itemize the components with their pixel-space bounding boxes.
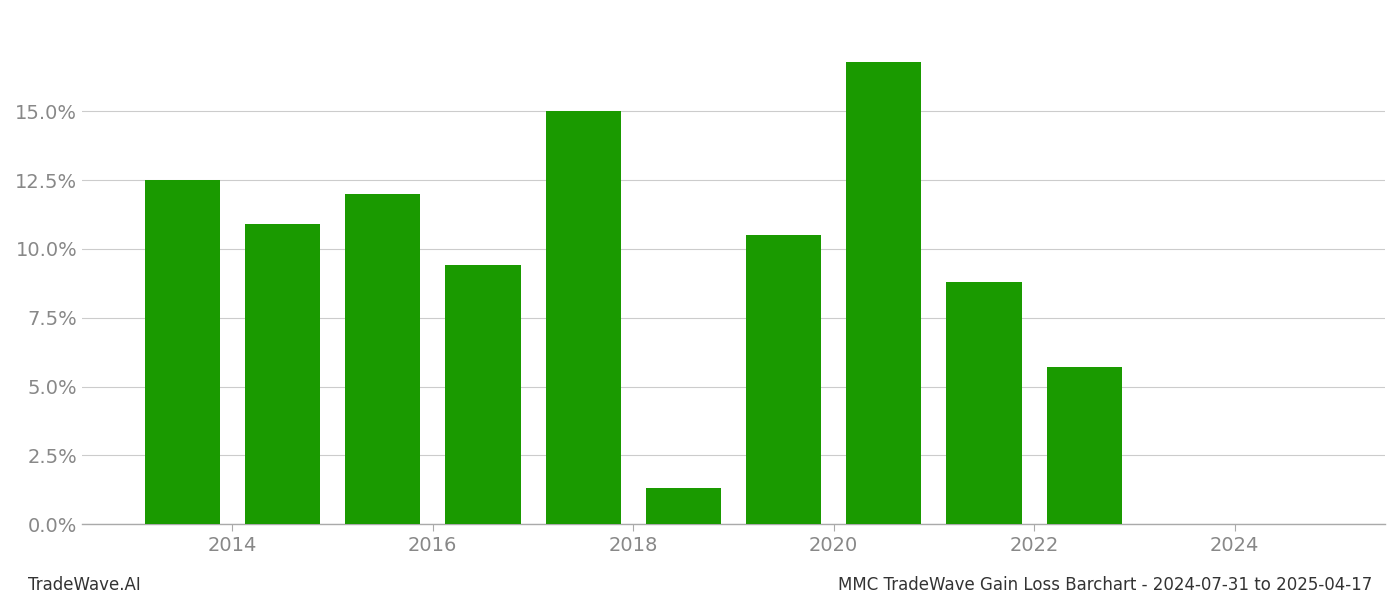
Bar [645, 488, 721, 524]
Text: MMC TradeWave Gain Loss Barchart - 2024-07-31 to 2025-04-17: MMC TradeWave Gain Loss Barchart - 2024-… [837, 576, 1372, 594]
Bar [1047, 367, 1121, 524]
Bar [445, 265, 521, 524]
Bar [144, 180, 220, 524]
Bar [344, 194, 420, 524]
Bar [746, 235, 822, 524]
Text: TradeWave.AI: TradeWave.AI [28, 576, 141, 594]
Bar [245, 224, 321, 524]
Bar [946, 282, 1022, 524]
Bar [546, 112, 620, 524]
Bar [846, 62, 921, 524]
